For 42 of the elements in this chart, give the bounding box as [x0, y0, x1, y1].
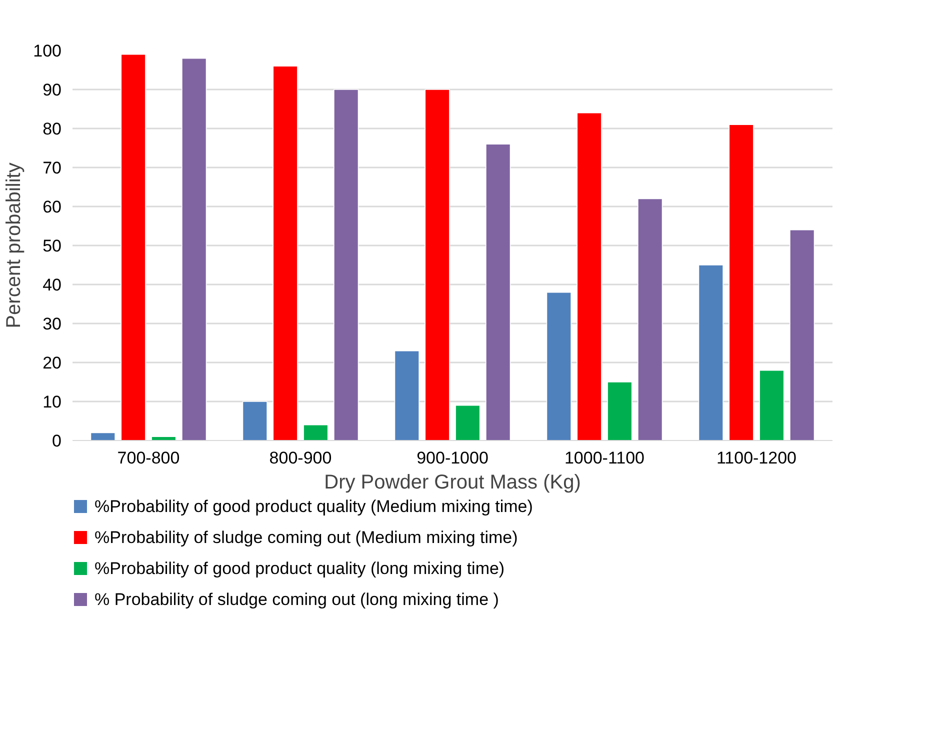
- bar: [790, 230, 815, 440]
- bar: [728, 124, 754, 440]
- y-tick-label: 0: [52, 432, 62, 450]
- x-tick-label: 1100-1200: [716, 448, 797, 468]
- bar: [334, 89, 359, 440]
- y-tick-label: 10: [42, 392, 62, 412]
- x-tick-label: 900-1000: [416, 448, 488, 468]
- legend-label: %Probability of good product quality (long mixing time): [94, 559, 505, 578]
- bar: [303, 424, 328, 440]
- y-tick-label: 70: [42, 158, 62, 178]
- bar: [486, 144, 511, 440]
- bar: [151, 436, 176, 440]
- y-tick-label: 90: [42, 80, 62, 100]
- bar: [759, 370, 784, 440]
- x-tick-label: 800-900: [269, 448, 332, 468]
- bar: [182, 58, 207, 440]
- bar: [698, 264, 724, 440]
- bar: [607, 382, 632, 440]
- bar: [90, 432, 116, 440]
- bar: [272, 66, 298, 440]
- bar: [455, 405, 480, 440]
- bar: [120, 54, 146, 440]
- bar: [394, 350, 420, 440]
- y-tick-label: 50: [42, 236, 62, 256]
- y-tick-label: 30: [42, 314, 62, 334]
- bar: [546, 292, 572, 440]
- y-axis-title: Percent probability: [3, 162, 26, 328]
- bar: [638, 198, 663, 440]
- y-tick-label: 60: [42, 198, 62, 216]
- bar: [576, 112, 602, 440]
- y-tick-label: 40: [42, 276, 62, 294]
- x-axis-title: Dry Powder Grout Mass (Kg): [324, 472, 581, 494]
- x-tick-label: 1000-1100: [564, 448, 645, 468]
- bar: [424, 89, 450, 440]
- legend-label: %Probability of good product quality (Medium mixing time): [94, 497, 533, 516]
- legend-label: %Probability of sludge coming out (Medium mixing time): [94, 528, 518, 547]
- y-tick-label: 80: [42, 120, 62, 138]
- bar: [242, 401, 268, 440]
- y-tick-label: 20: [42, 354, 62, 372]
- legend-label: % Probability of sludge coming out (long mixing time ): [94, 590, 499, 609]
- x-tick-label: 700-800: [117, 448, 180, 468]
- y-tick-label: 100: [33, 42, 62, 60]
